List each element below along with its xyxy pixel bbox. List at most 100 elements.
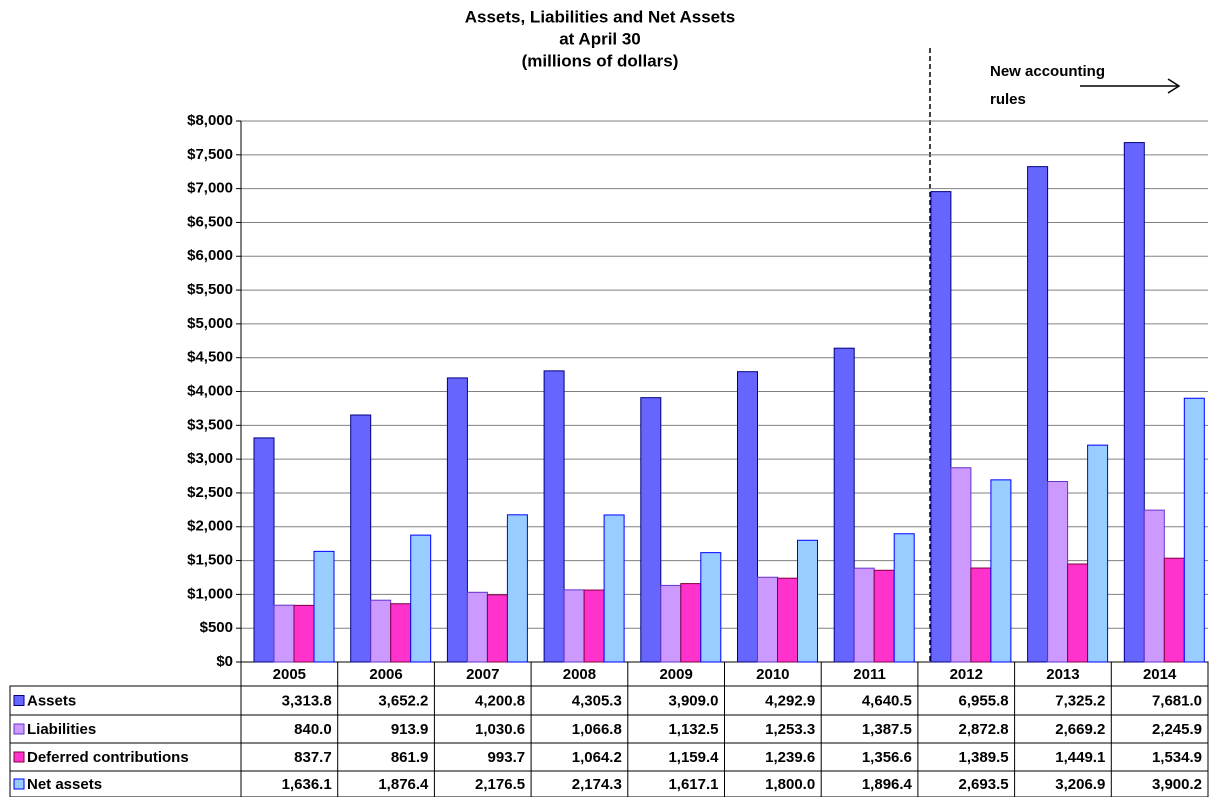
- table-value: 1,876.4: [378, 776, 429, 793]
- table-value: 1,030.6: [475, 721, 525, 738]
- annotation: rules: [990, 91, 1026, 108]
- y-tick-label: $7,500: [187, 146, 233, 163]
- bar: [757, 576, 778, 663]
- table-value: 3,313.8: [282, 692, 332, 709]
- table-value: 3,909.0: [668, 692, 718, 709]
- y-tick-label: $1,500: [187, 552, 233, 569]
- bar: [893, 533, 915, 663]
- table-value: 2,174.3: [572, 776, 622, 793]
- bar: [1047, 480, 1069, 663]
- x-tick-label: 2011: [853, 666, 886, 683]
- y-tick-label: $4,000: [187, 382, 233, 399]
- table-value: 913.9: [391, 721, 429, 738]
- y-tick-label: $5,500: [187, 281, 233, 298]
- legend-label: Assets: [27, 692, 76, 709]
- table-value: 3,900.2: [1152, 776, 1202, 793]
- legend-label: Net assets: [27, 776, 102, 793]
- legend-label: Liabilities: [27, 721, 96, 738]
- table-value: 1,387.5: [862, 721, 912, 738]
- y-tick-label: $8,000: [187, 112, 233, 129]
- table-value: 7,681.0: [1152, 692, 1202, 709]
- table-value: 993.7: [488, 749, 526, 766]
- legend-swatch: [13, 723, 25, 735]
- y-tick-label: $1,000: [187, 585, 233, 602]
- legend-label: Deferred contributions: [27, 749, 189, 766]
- bar: [506, 514, 528, 663]
- table-value: 1,239.6: [765, 749, 815, 766]
- y-tick-label: $2,000: [187, 518, 233, 535]
- bar: [1143, 509, 1165, 663]
- bar: [680, 583, 702, 663]
- table-value: 2,693.5: [959, 776, 1009, 793]
- table-value: 2,245.9: [1152, 721, 1202, 738]
- x-tick-label: 2007: [466, 666, 499, 683]
- table-value: 840.0: [294, 721, 332, 738]
- table-value: 1,800.0: [765, 776, 815, 793]
- y-tick-label: $3,500: [187, 416, 233, 433]
- bar: [603, 514, 625, 663]
- table-value: 3,652.2: [378, 692, 428, 709]
- bar: [737, 371, 758, 663]
- table-value: 7,325.2: [1055, 692, 1105, 709]
- table-value: 1,534.9: [1152, 749, 1202, 766]
- table-value: 2,872.8: [959, 721, 1009, 738]
- y-tick-label: $7,000: [187, 180, 233, 197]
- table-value: 837.7: [294, 749, 332, 766]
- table-value: 6,955.8: [959, 692, 1009, 709]
- bar: [410, 534, 432, 663]
- x-tick-label: 2008: [563, 666, 596, 683]
- bar: [970, 567, 992, 663]
- x-tick-label: 2005: [273, 666, 306, 683]
- table-value: 1,132.5: [668, 721, 718, 738]
- bar: [1067, 563, 1089, 663]
- table-value: 1,617.1: [668, 776, 718, 793]
- y-tick-label: $500: [200, 619, 233, 636]
- chart-title: at April 30: [559, 29, 641, 48]
- bar: [486, 594, 508, 663]
- table-value: 1,896.4: [862, 776, 913, 793]
- bar: [273, 604, 295, 663]
- bar: [466, 591, 488, 663]
- table-value: 2,669.2: [1055, 721, 1105, 738]
- table-value: 1,389.5: [959, 749, 1009, 766]
- x-tick-label: 2012: [950, 666, 983, 683]
- table-value: 1,064.2: [572, 749, 622, 766]
- bar: [853, 567, 875, 663]
- x-tick-label: 2010: [756, 666, 789, 683]
- chart-title: Assets, Liabilities and Net Assets: [465, 7, 736, 26]
- bar: [543, 370, 565, 663]
- bar: [990, 479, 1012, 663]
- bar: [1163, 557, 1185, 663]
- legend-swatch: [13, 695, 25, 706]
- table-value: 2,176.5: [475, 776, 525, 793]
- bar: [640, 397, 662, 663]
- bar: [873, 569, 895, 663]
- bar: [1123, 142, 1145, 663]
- bar: [370, 599, 392, 663]
- bar: [583, 589, 605, 663]
- table-value: 1,066.8: [572, 721, 622, 738]
- y-tick-label: $3,000: [187, 450, 233, 467]
- bar: [446, 377, 468, 663]
- bar: [1087, 444, 1109, 663]
- table-value: 3,206.9: [1055, 776, 1105, 793]
- bar: [293, 604, 315, 663]
- bar: [350, 414, 372, 663]
- y-tick-label: $0: [216, 653, 233, 670]
- table-value: 4,292.9: [765, 692, 815, 709]
- table-value: 1,449.1: [1055, 749, 1105, 766]
- bar: [700, 552, 722, 663]
- legend-swatch: [13, 778, 25, 790]
- y-tick-label: $4,500: [187, 349, 233, 366]
- y-tick-label: $6,500: [187, 213, 233, 230]
- bar: [1183, 397, 1205, 663]
- bar: [950, 467, 972, 663]
- y-tick-label: $5,000: [187, 315, 233, 332]
- y-tick-label: $2,500: [187, 484, 233, 501]
- bar: [797, 539, 818, 663]
- table-value: 1,636.1: [282, 776, 332, 793]
- y-tick-label: $6,000: [187, 247, 233, 264]
- bar: [390, 603, 412, 663]
- x-tick-label: 2009: [659, 666, 692, 683]
